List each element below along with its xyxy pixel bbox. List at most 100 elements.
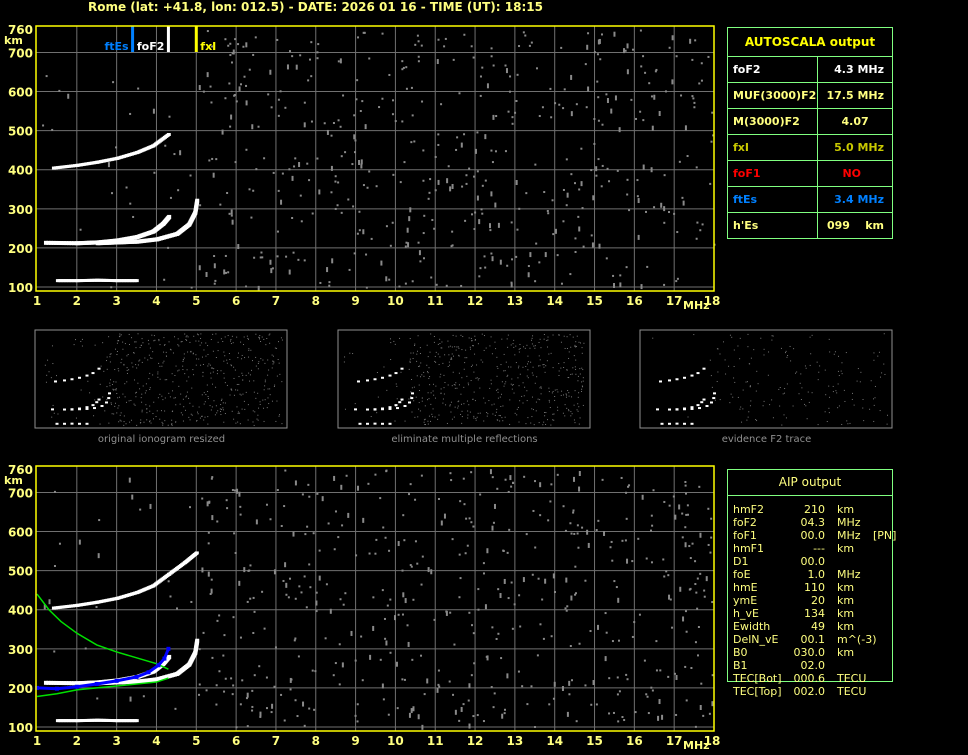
echo-trace-F2_o xyxy=(61,681,66,686)
thumbnail-noise xyxy=(255,333,257,335)
noise-dot xyxy=(511,258,514,261)
thumbnail-noise xyxy=(511,378,513,380)
thumbnail-noise xyxy=(510,366,512,368)
aip-fitted-trace xyxy=(36,648,170,691)
thumbnail-noise xyxy=(257,392,259,394)
thumbnail-noise xyxy=(785,350,787,352)
noise-dot xyxy=(658,110,661,116)
noise-dot xyxy=(564,607,567,610)
thumbnail-noise xyxy=(111,384,113,386)
noise-dot xyxy=(623,719,626,722)
noise-dot xyxy=(506,673,509,679)
noise-dot xyxy=(515,180,518,186)
thumbnail-noise xyxy=(491,353,493,355)
thumbnail-noise xyxy=(227,335,229,337)
noise-dot xyxy=(689,38,692,44)
noise-dot xyxy=(233,94,236,97)
thumbnail-noise xyxy=(259,338,261,340)
x-tick-label: 11 xyxy=(427,294,444,308)
thumbnail-noise xyxy=(163,360,165,362)
noise-dot xyxy=(297,258,300,261)
noise-dot xyxy=(458,719,461,722)
noise-dot xyxy=(229,54,232,57)
noise-dot xyxy=(231,693,234,696)
noise-dot xyxy=(341,524,344,527)
thumbnail-noise xyxy=(796,371,798,373)
thumbnail-noise xyxy=(755,390,757,392)
noise-dot xyxy=(507,490,510,493)
noise-dot xyxy=(613,31,616,37)
noise-dot xyxy=(230,114,233,120)
thumbnail-noise xyxy=(747,333,749,335)
noise-dot xyxy=(399,181,402,184)
noise-dot xyxy=(218,614,221,617)
x-tick-label: 2 xyxy=(73,734,81,748)
thumbnail-noise xyxy=(260,358,262,360)
aip-cell xyxy=(873,646,903,659)
noise-dot xyxy=(350,630,353,636)
thumbnail-noise xyxy=(809,364,811,366)
noise-dot xyxy=(437,133,440,136)
noise-dot xyxy=(480,208,483,211)
thumbnail-noise xyxy=(445,404,447,406)
noise-dot xyxy=(628,209,631,212)
noise-dot xyxy=(554,228,557,234)
thumbnail-noise xyxy=(118,340,120,342)
thumbnail-noise xyxy=(771,335,773,337)
noise-dot xyxy=(392,173,395,176)
thumbnail-trace xyxy=(105,401,108,404)
aip-cell xyxy=(873,568,903,581)
thumbnail-noise xyxy=(113,381,115,383)
noise-dot xyxy=(514,111,517,114)
thumbnail-noise xyxy=(264,399,266,401)
noise-dot xyxy=(509,75,512,78)
noise-dot xyxy=(518,45,521,48)
noise-dot xyxy=(238,491,241,497)
thumbnail-noise xyxy=(207,353,209,355)
noise-dot xyxy=(356,720,359,723)
thumbnail-noise xyxy=(499,415,501,417)
thumbnail-noise xyxy=(819,365,821,367)
noise-dot xyxy=(338,683,341,686)
noise-dot xyxy=(252,189,255,192)
noise-dot xyxy=(257,285,260,291)
thumbnail-noise xyxy=(719,353,721,355)
thumbnail-trace xyxy=(668,379,671,382)
thumbnail-noise xyxy=(171,419,173,421)
noise-dot xyxy=(284,562,287,568)
thumbnail-noise xyxy=(231,389,233,391)
thumbnail-noise xyxy=(717,371,719,373)
thumbnail-noise xyxy=(450,411,452,413)
thumbnail-noise xyxy=(148,343,150,345)
thumbnail-trace xyxy=(696,372,700,375)
noise-dot xyxy=(667,675,670,678)
noise-dot xyxy=(449,186,452,192)
thumbnail-noise xyxy=(202,372,204,374)
aip-trace-marker xyxy=(134,674,139,679)
thumbnail-noise xyxy=(487,413,489,415)
thumbnail-noise xyxy=(220,404,222,406)
noise-dot xyxy=(648,82,651,85)
thumbnail-noise xyxy=(536,376,538,378)
noise-dot xyxy=(358,159,361,165)
noise-dot xyxy=(626,558,629,564)
y-tick-label: 300 xyxy=(8,203,33,217)
noise-dot xyxy=(388,73,391,76)
aip-row: DelN_vE 00.1 m^(-3) xyxy=(733,633,903,646)
aip-cell: 00.1 xyxy=(800,633,826,646)
x-tick-label: 8 xyxy=(312,734,320,748)
thumbnail-noise xyxy=(162,424,164,426)
noise-dot xyxy=(502,549,505,552)
thumbnail-noise xyxy=(106,399,108,401)
noise-dot xyxy=(280,199,283,205)
noise-dot xyxy=(313,708,316,711)
noise-dot xyxy=(452,58,455,61)
thumbnail-noise xyxy=(201,415,203,417)
thumbnail-noise xyxy=(427,423,429,425)
noise-dot xyxy=(463,133,466,136)
thumbnail-noise xyxy=(492,413,494,415)
noise-dot xyxy=(219,203,222,206)
thumbnail-trace xyxy=(373,408,377,411)
thumbnail-trace xyxy=(713,392,716,395)
noise-dot xyxy=(381,32,384,35)
